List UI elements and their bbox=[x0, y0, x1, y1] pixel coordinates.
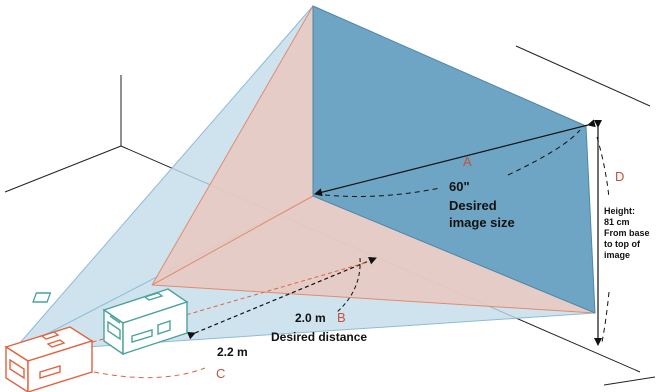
height-dashed-arc bbox=[596, 136, 610, 343]
orange-projector bbox=[4, 326, 94, 392]
size-text-line-1: Desired bbox=[449, 198, 497, 213]
distance-dashed-arc bbox=[335, 257, 361, 314]
label-c: C bbox=[216, 366, 225, 381]
label-d: D bbox=[615, 169, 624, 184]
size-value: 60" bbox=[449, 179, 470, 194]
distance-arrow bbox=[187, 256, 377, 340]
height-line-2: 81 cm bbox=[604, 217, 630, 227]
alt-distance-value: 2.2 m bbox=[217, 345, 248, 359]
distance-text: Desired distance bbox=[271, 330, 367, 344]
height-line-4: to top of bbox=[604, 239, 641, 249]
label-a: A bbox=[463, 154, 472, 169]
size-text-line-2: image size bbox=[449, 215, 515, 230]
teal-projector bbox=[32, 288, 189, 356]
alt-distance-dashed-arc bbox=[93, 367, 206, 379]
diagonal-dashed-arc bbox=[324, 129, 581, 197]
diagonal-arrow bbox=[314, 119, 596, 197]
height-line-1: Height: bbox=[604, 206, 635, 216]
distance-value: 2.0 m bbox=[295, 311, 326, 325]
label-b: B bbox=[337, 310, 346, 325]
height-line-3: From base bbox=[604, 228, 650, 238]
height-line-5: image bbox=[604, 250, 630, 260]
